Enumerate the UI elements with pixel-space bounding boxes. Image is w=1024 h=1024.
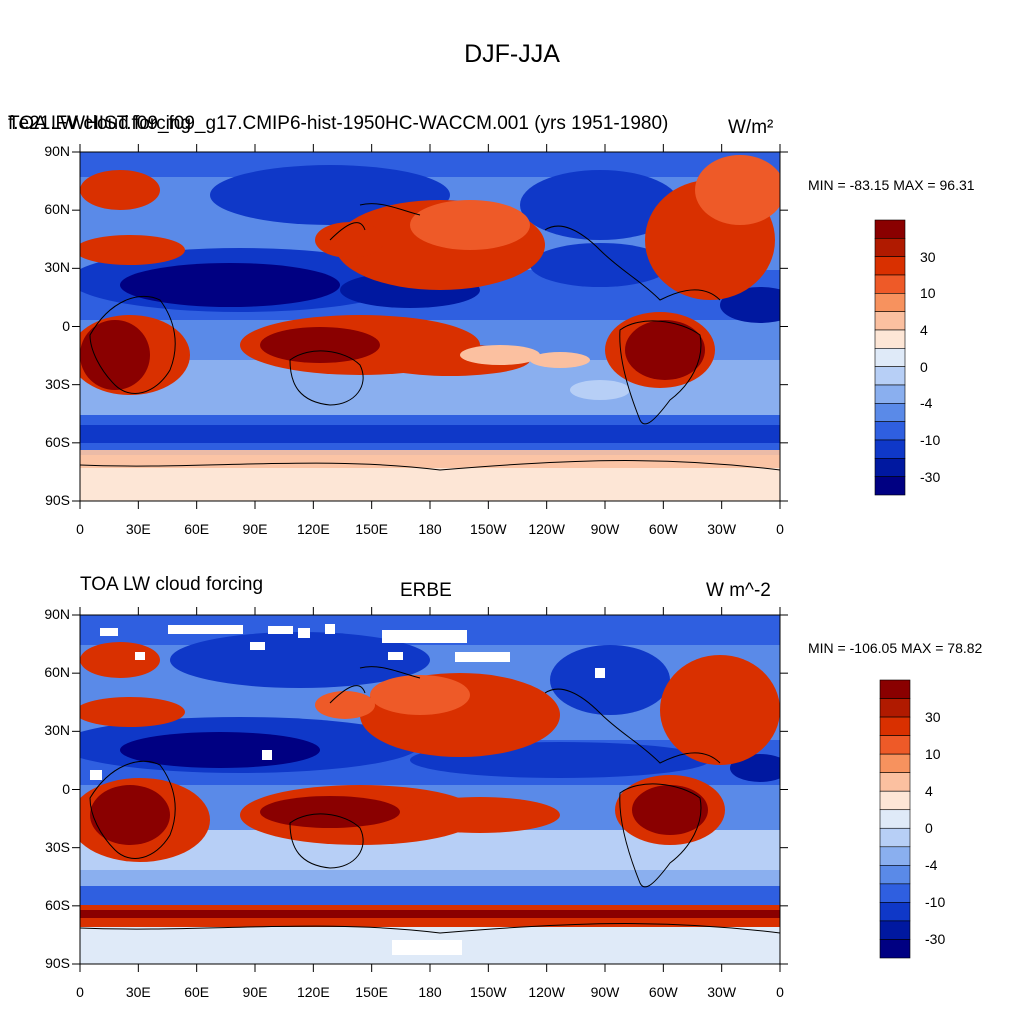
colorbar-bin bbox=[879, 827, 911, 848]
lon-tick-label: 30E bbox=[125, 521, 151, 537]
lon-tick-label: 0 bbox=[776, 521, 784, 537]
colorbar-label: -10 bbox=[920, 432, 941, 448]
colorbar-bin bbox=[874, 293, 906, 312]
panel1-stats: MIN = -83.15 MAX = 96.31 bbox=[808, 177, 975, 193]
colorbar-label: 0 bbox=[920, 358, 928, 375]
colorbar-bin bbox=[874, 348, 906, 367]
colorbar-bin bbox=[874, 421, 906, 441]
colorbar-bin bbox=[874, 238, 906, 257]
lon-tick-label: 150E bbox=[355, 984, 388, 1000]
colorbar-bin bbox=[874, 403, 906, 422]
colorbar-bin bbox=[879, 790, 911, 811]
lat-tick-label: 60S bbox=[45, 896, 70, 913]
colorbar-bin bbox=[879, 902, 911, 922]
colorbar-bin bbox=[879, 939, 911, 959]
colorbar-bin bbox=[874, 476, 906, 496]
lon-tick-label: 120W bbox=[528, 521, 565, 537]
panel2-stats: MIN = -106.05 MAX = 78.82 bbox=[808, 640, 983, 656]
lat-tick-label: 60N bbox=[44, 201, 70, 218]
colorbar-bin bbox=[874, 219, 906, 239]
lon-tick-label: 0 bbox=[776, 984, 784, 1000]
colorbar-bin bbox=[874, 458, 906, 477]
lon-tick-label: 60E bbox=[184, 984, 210, 1000]
colorbar-bin bbox=[879, 698, 911, 718]
panel2-center-title: ERBE bbox=[400, 580, 452, 601]
lon-tick-label: 60W bbox=[648, 984, 678, 1000]
colorbar-label: 30 bbox=[925, 709, 941, 726]
colorbar-bin bbox=[874, 274, 906, 294]
lon-tick-label: 90E bbox=[242, 521, 268, 537]
lon-tick-label: 90W bbox=[590, 521, 620, 537]
colorbar-label: 10 bbox=[925, 746, 941, 763]
colorbar-label: -30 bbox=[920, 468, 941, 485]
coastline-outline-icon bbox=[80, 666, 780, 934]
lon-tick-label: 120W bbox=[528, 984, 565, 1000]
colorbar-bin bbox=[874, 439, 906, 459]
colorbar-bin bbox=[879, 846, 911, 866]
colorbar-label: -4 bbox=[925, 857, 938, 874]
panel2-left-title: TOA LW cloud forcing bbox=[80, 574, 264, 595]
panel1-map bbox=[80, 152, 780, 501]
colorbar-bin bbox=[879, 679, 911, 699]
lat-tick-label: 30N bbox=[44, 259, 70, 276]
lon-tick-label: 120E bbox=[296, 984, 330, 1000]
lat-tick-label: 90S bbox=[45, 492, 70, 508]
colorbar-bin bbox=[879, 753, 911, 773]
panel1-units: W/m² bbox=[728, 117, 774, 138]
colorbar-bin bbox=[879, 865, 911, 885]
lon-tick-label: 0 bbox=[76, 984, 84, 1000]
lon-tick-label: 120E bbox=[296, 521, 330, 537]
lat-tick-label: 30N bbox=[44, 722, 70, 739]
colorbar-bin bbox=[879, 809, 911, 829]
colorbar-bin bbox=[879, 735, 911, 755]
colorbar-label: 30 bbox=[920, 248, 936, 265]
lon-tick-label: 90W bbox=[590, 984, 620, 1000]
lon-tick-label: 150W bbox=[470, 521, 507, 537]
lat-tick-label: 60S bbox=[45, 433, 70, 450]
colorbar-bin bbox=[874, 311, 906, 331]
colorbar-label: 4 bbox=[920, 322, 928, 338]
lon-tick-label: 180 bbox=[418, 521, 442, 537]
coastline-outline-icon bbox=[80, 203, 780, 471]
colorbar-bin bbox=[874, 329, 906, 349]
colorbar-label: -30 bbox=[925, 931, 946, 948]
colorbar-label: -10 bbox=[925, 894, 946, 911]
lon-tick-label: 30W bbox=[707, 521, 737, 537]
colorbar-bin bbox=[879, 920, 911, 940]
lat-tick-label: 90N bbox=[44, 606, 70, 622]
lon-tick-label: 0 bbox=[76, 521, 84, 537]
lat-tick-label: 60N bbox=[44, 664, 70, 681]
lat-tick-label: 90N bbox=[44, 143, 70, 159]
colorbar-bin bbox=[879, 772, 911, 792]
colorbar-bin bbox=[874, 366, 906, 386]
lon-tick-label: 60E bbox=[184, 521, 210, 537]
panel2-map bbox=[80, 615, 780, 964]
colorbar-bin bbox=[879, 716, 911, 736]
lon-tick-label: 30W bbox=[707, 984, 737, 1000]
panel1-left-title: TOA LW cloud forcing bbox=[8, 113, 192, 134]
colorbar-bin bbox=[879, 883, 911, 903]
panel1-center-title: f.e21.FWHIST.f09_f09_g17.CMIP6-hist-1950… bbox=[8, 113, 669, 134]
lon-tick-label: 180 bbox=[418, 984, 442, 1000]
colorbar-label: -4 bbox=[920, 395, 933, 412]
lon-tick-label: 30E bbox=[125, 984, 151, 1000]
lon-tick-label: 60W bbox=[648, 521, 678, 537]
colorbar-label: 0 bbox=[925, 820, 933, 837]
panel2-units: W m^-2 bbox=[706, 580, 771, 601]
figure-title: DJF-JJA bbox=[464, 40, 560, 68]
lat-tick-label: 0 bbox=[62, 317, 70, 334]
lat-tick-label: 30S bbox=[45, 838, 70, 855]
colorbar-bin bbox=[874, 256, 906, 276]
lon-tick-label: 150W bbox=[470, 984, 507, 1000]
lat-tick-label: 0 bbox=[62, 780, 70, 797]
colorbar-bin bbox=[874, 384, 906, 404]
colorbar-label: 10 bbox=[920, 285, 936, 302]
lat-tick-label: 90S bbox=[45, 955, 70, 971]
lon-tick-label: 90E bbox=[242, 984, 268, 1000]
colorbar-label: 4 bbox=[925, 783, 933, 800]
lat-tick-label: 30S bbox=[45, 375, 70, 392]
lon-tick-label: 150E bbox=[355, 521, 388, 537]
